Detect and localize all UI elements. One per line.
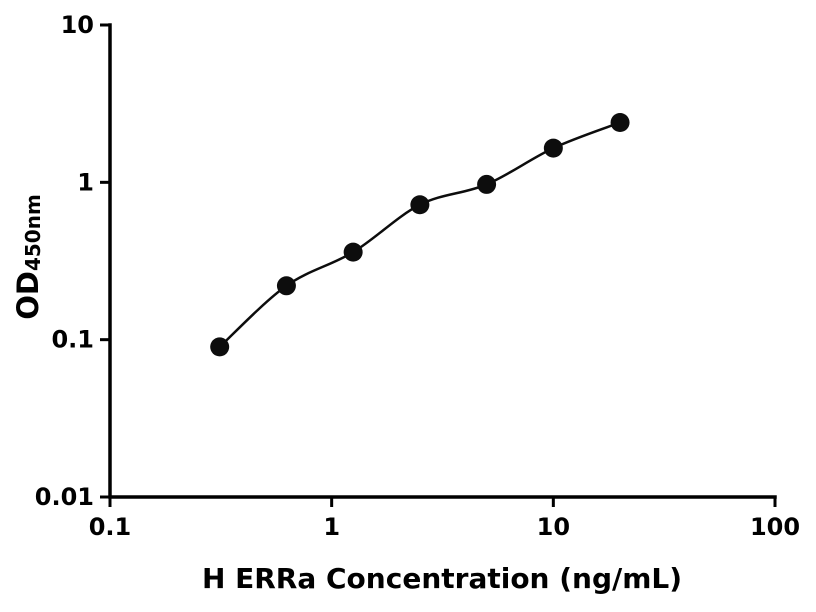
data-point [343, 242, 363, 262]
y-axis-title: OD450nm [11, 194, 45, 320]
axis-spine-path [108, 23, 777, 499]
fit-curve-path [218, 121, 621, 348]
x-axis-tick-label: 1 [323, 513, 340, 541]
y-axis-tick-label: 1 [77, 168, 94, 196]
x-axis-tick-label: 0.1 [89, 513, 132, 541]
axis-ticks [100, 23, 777, 507]
y-axis-tick-label: 0.1 [51, 326, 94, 354]
y-axis-tick-label: 10 [61, 11, 94, 39]
data-point [610, 113, 630, 133]
data-points [210, 113, 630, 357]
y-axis-title-main: OD [11, 271, 45, 320]
x-axis-tick-label: 10 [537, 513, 570, 541]
fit-curve [218, 121, 621, 348]
data-point [543, 138, 563, 158]
data-point [477, 174, 497, 194]
axis-spines [108, 23, 777, 499]
data-point [210, 337, 230, 357]
x-axis-tick-label: 100 [750, 513, 800, 541]
data-point [276, 276, 296, 296]
y-axis-tick-label: 0.01 [35, 483, 94, 511]
x-axis-title: H ERRa Concentration (ng/mL) [202, 562, 682, 595]
data-point [410, 195, 430, 215]
y-axis-title-subscript: 450nm [21, 194, 45, 271]
